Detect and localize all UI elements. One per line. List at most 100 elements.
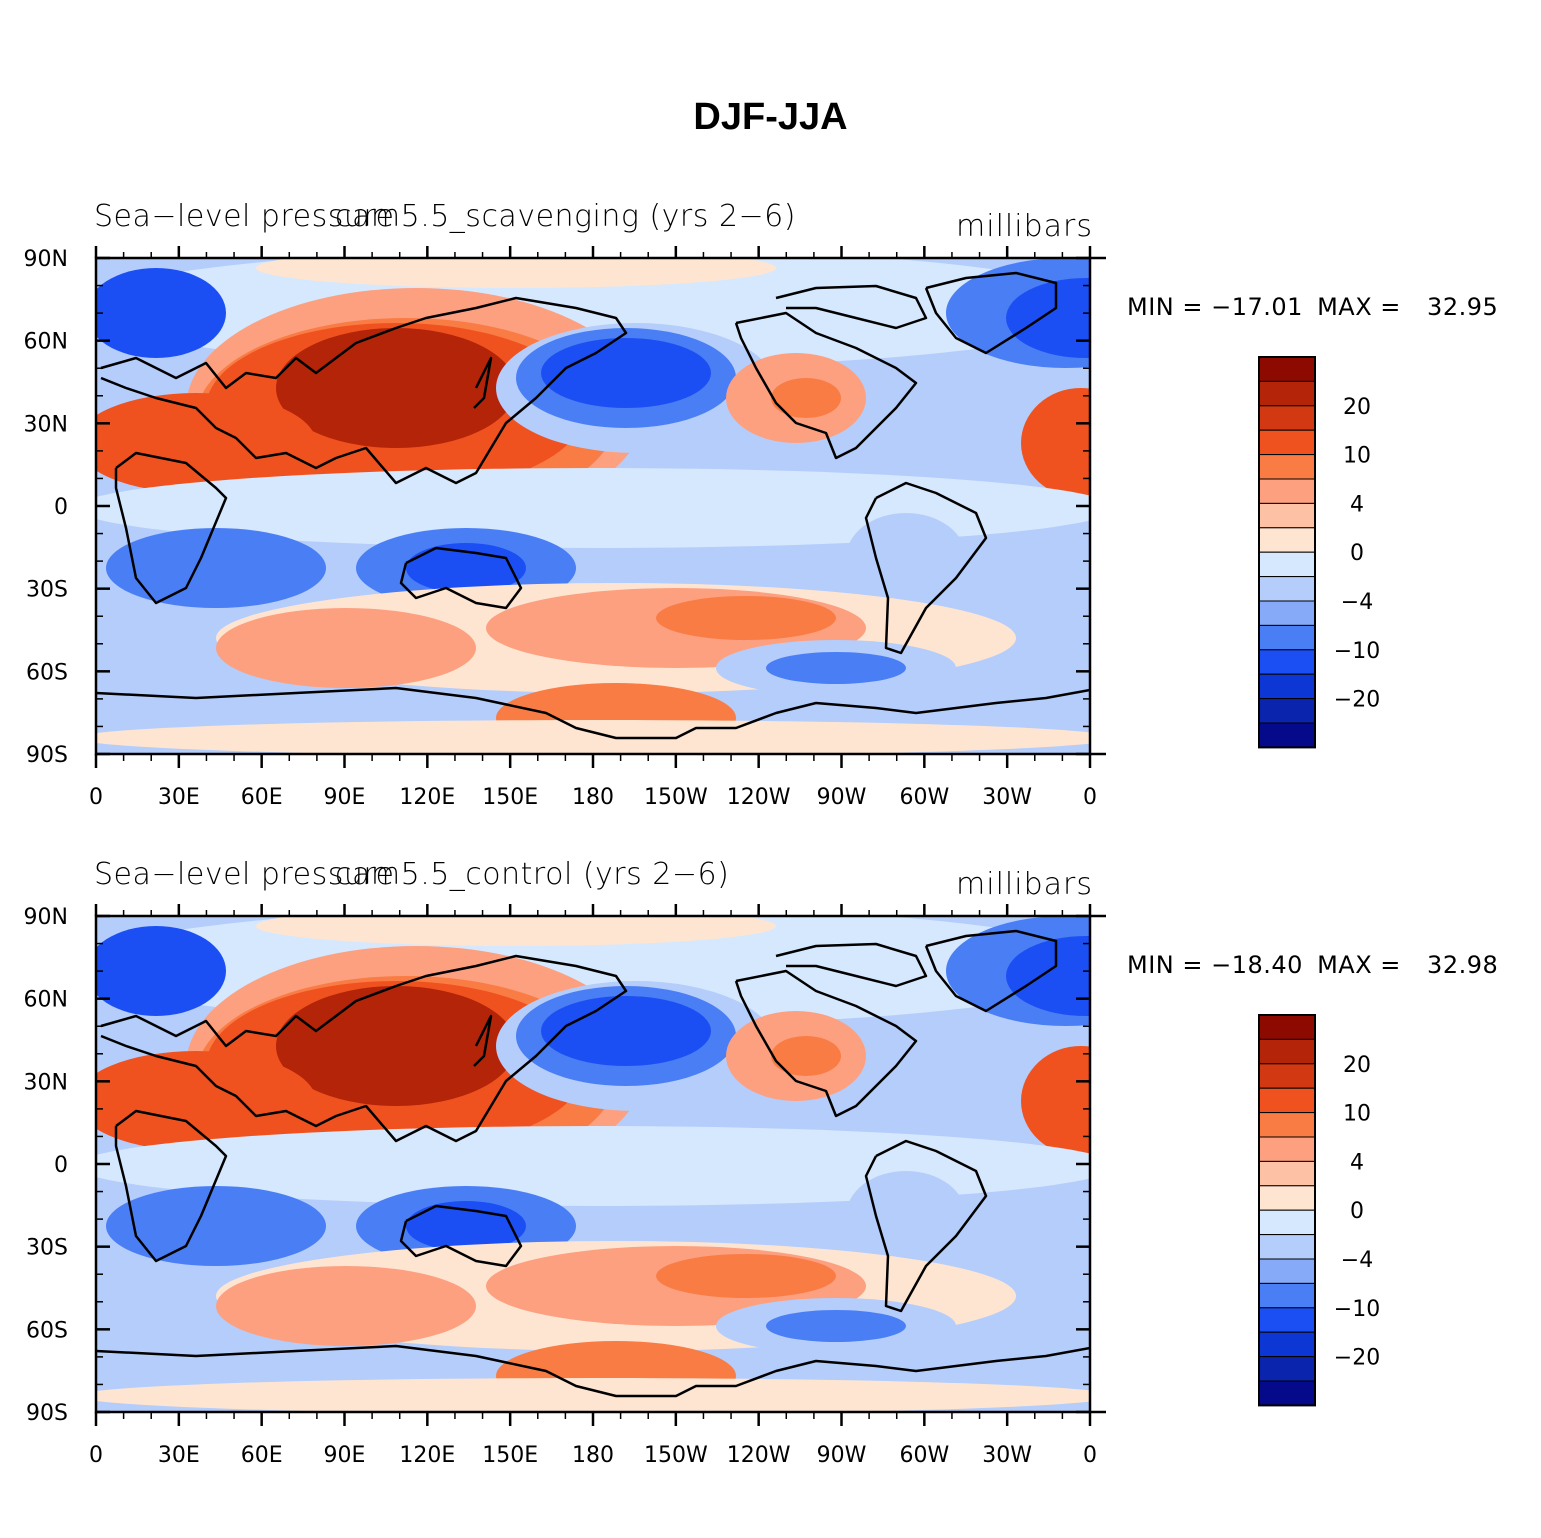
lon-label: 90W [817, 785, 867, 810]
coastline [473, 1014, 493, 1067]
colorbar-frame [1258, 356, 1316, 749]
contour-region [766, 652, 906, 684]
coastline [864, 1139, 988, 1313]
colorbar-swatch [1258, 673, 1316, 700]
contour-region [656, 1254, 836, 1298]
colorbar-label: −4 [1341, 1248, 1373, 1273]
contour-region [96, 1126, 1090, 1206]
contour-region [96, 268, 226, 358]
coastline [924, 271, 1058, 355]
max-label: MAX = [1317, 951, 1401, 979]
contour-region [96, 1051, 316, 1151]
contour-region [1006, 278, 1090, 358]
min-value: −17.01 [1211, 293, 1303, 321]
colorbar-label: −20 [1334, 688, 1380, 713]
panel-center-title: cam5.5_control (yrs 2−6) [335, 857, 730, 892]
contour-region [96, 926, 226, 1016]
contour-region [256, 258, 776, 288]
panel-scavenging: Sea−level pressure cam5.5_scavenging (yr… [0, 195, 1541, 855]
coastline [734, 969, 918, 1118]
coastline [399, 546, 523, 610]
contour-region [1021, 388, 1090, 498]
colorbar-swatch [1258, 1282, 1316, 1309]
colorbar-swatch [1258, 356, 1316, 382]
lon-label: 180 [572, 1443, 614, 1468]
lon-label: 120W [727, 1443, 791, 1468]
colorbar-swatch [1258, 624, 1316, 651]
lon-label: 120E [399, 1443, 455, 1468]
lon-label: 90E [324, 1443, 366, 1468]
lon-label: 30W [982, 785, 1032, 810]
lon-label: 120E [399, 785, 455, 810]
contour-region [276, 986, 516, 1106]
lon-label: 30E [158, 785, 200, 810]
colorbar-swatch [1258, 551, 1316, 578]
contour-region [106, 528, 326, 608]
lon-label: 60W [899, 1443, 949, 1468]
colorbar-label: −20 [1334, 1346, 1380, 1371]
contour-region [771, 1036, 841, 1076]
max-value: 32.95 [1427, 293, 1499, 321]
min-label: MIN = [1127, 951, 1203, 979]
min-max-readout: MIN = −17.01 MAX = 32.95 [1127, 293, 1498, 321]
colorbar-swatch [1258, 1112, 1316, 1138]
coastline [473, 356, 493, 409]
lat-label: 30N [24, 1070, 68, 1095]
colorbar-swatch [1258, 502, 1316, 529]
lon-label: 60W [899, 785, 949, 810]
contour-region [1006, 936, 1090, 1016]
lon-label: 30E [158, 1443, 200, 1468]
lon-label: 60E [241, 785, 283, 810]
lat-label: 60S [26, 660, 68, 685]
lon-label: 0 [1083, 785, 1097, 810]
slp-difference-map: 90N 60N 30N 0 30S 60S 90S 0 30E 60E 90E 120E 150E 180… [24, 246, 1106, 810]
coastline [100, 954, 628, 1143]
contour-fill [96, 916, 1090, 1412]
contour-region [656, 596, 836, 640]
coastline [96, 1344, 1090, 1398]
colorbar-swatch [1258, 1087, 1316, 1114]
contour-region [256, 916, 776, 946]
colorbar-frame [1258, 1014, 1316, 1407]
lat-label: 0 [54, 1153, 68, 1178]
contour-region [96, 720, 1090, 754]
colorbar-swatch [1258, 1331, 1316, 1358]
lon-label: 150E [482, 1443, 538, 1468]
contour-region [96, 393, 316, 493]
colorbar-label: 10 [1343, 444, 1371, 469]
lat-label: 90S [26, 743, 68, 768]
colorbar-swatch [1258, 405, 1316, 431]
panel-left-title: Sea−level pressure [94, 199, 395, 234]
coastline [734, 311, 918, 460]
colorbar-swatch [1258, 649, 1316, 675]
lat-label: 60N [24, 330, 68, 355]
colorbar-label: −10 [1334, 639, 1380, 664]
slp-difference-map: 90N 60N 30N 0 30S 60S 90S 0 30E 60E 90E 120E 150E 180… [24, 904, 1106, 1468]
contour-region [1021, 1046, 1090, 1156]
lon-label: 180 [572, 785, 614, 810]
colorbar-swatch [1258, 1160, 1316, 1187]
colorbar-swatch [1258, 1038, 1316, 1065]
lon-label: 0 [1083, 1443, 1097, 1468]
lon-label: 60E [241, 1443, 283, 1468]
colorbar-swatch [1258, 1234, 1316, 1260]
colorbar-swatch [1258, 1307, 1316, 1333]
colorbar-swatch [1258, 380, 1316, 407]
lon-label: 90W [817, 1443, 867, 1468]
colorbar-swatch [1258, 1380, 1316, 1406]
colorbar-label: −4 [1341, 590, 1373, 615]
colorbar-swatch [1258, 576, 1316, 602]
coastline [114, 1109, 228, 1263]
lat-label: 60N [24, 988, 68, 1013]
colorbar: 20 10 4 0 −4 −10 −20 [1258, 356, 1380, 749]
colorbar-swatch [1258, 429, 1316, 456]
lat-label: 0 [54, 495, 68, 520]
max-label: MAX = [1317, 293, 1401, 321]
colorbar-label: 0 [1350, 1199, 1364, 1224]
coastline [399, 1204, 523, 1268]
lat-label: 30N [24, 412, 68, 437]
colorbar-label: 20 [1343, 395, 1371, 420]
contour-region [766, 1310, 906, 1342]
colorbar-swatch [1258, 478, 1316, 504]
coastline [775, 284, 928, 330]
